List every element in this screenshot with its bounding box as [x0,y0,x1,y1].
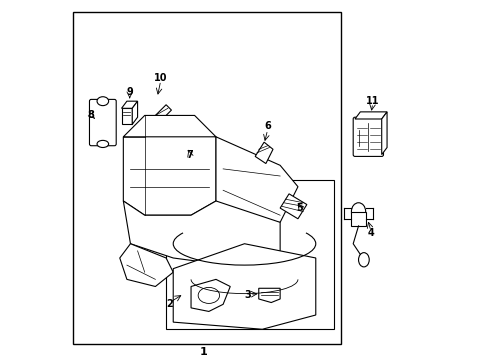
Polygon shape [123,201,280,265]
Ellipse shape [97,140,108,148]
Polygon shape [123,126,216,215]
Bar [166,180,333,329]
Text: 6: 6 [264,121,270,131]
Polygon shape [123,116,216,137]
Polygon shape [122,101,137,108]
Ellipse shape [358,253,368,267]
Polygon shape [381,112,386,155]
Ellipse shape [97,97,108,105]
Text: 7: 7 [185,150,192,159]
Text: 9: 9 [126,87,133,97]
Polygon shape [122,108,132,124]
Polygon shape [258,288,280,302]
Polygon shape [216,137,297,222]
Text: 4: 4 [367,228,374,238]
FancyBboxPatch shape [352,117,383,156]
Text: 1: 1 [199,347,207,357]
Polygon shape [120,244,173,287]
FancyBboxPatch shape [89,99,116,146]
Text: 3: 3 [244,291,251,300]
Polygon shape [354,112,386,119]
Text: 11: 11 [366,96,379,106]
Ellipse shape [351,203,365,221]
Polygon shape [132,101,137,124]
Bar [351,212,365,226]
Text: 8: 8 [87,111,94,121]
Text: 5: 5 [296,203,303,213]
Ellipse shape [198,287,219,303]
Bar [73,12,340,343]
Text: 10: 10 [154,73,167,83]
Polygon shape [191,279,230,311]
Polygon shape [173,244,315,329]
Polygon shape [152,105,171,122]
Polygon shape [280,194,306,219]
Polygon shape [255,142,272,163]
Text: 2: 2 [166,299,173,309]
